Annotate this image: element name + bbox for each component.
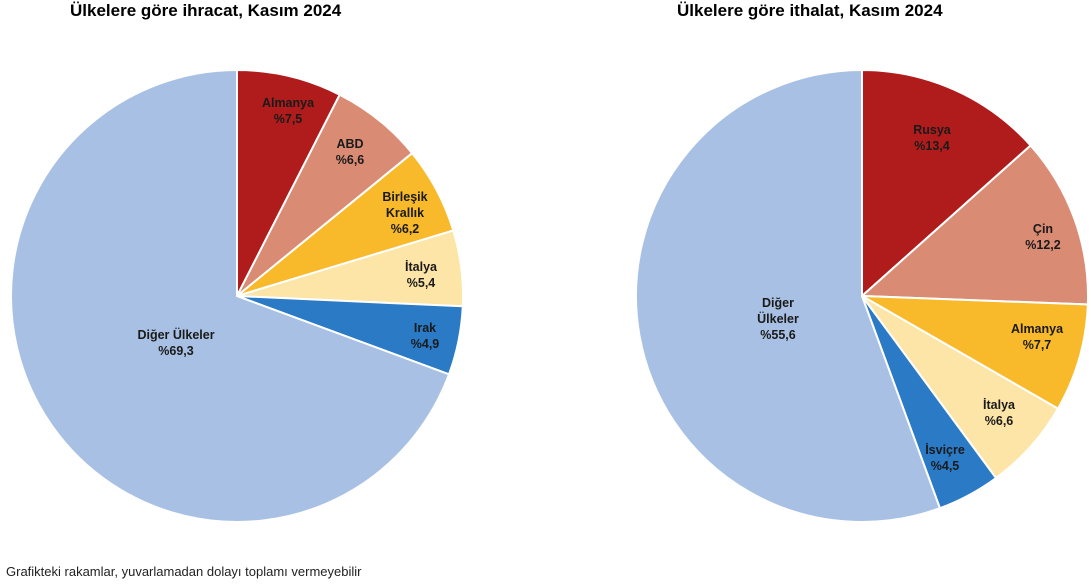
import-slice-name-cin: Çin — [1033, 222, 1053, 236]
export-slice-name-diger-ulkeler: Diğer Ülkeler — [137, 327, 214, 342]
import-slice-value-italya: %6,6 — [985, 414, 1014, 428]
export-slice-value-diger-ulkeler: %69,3 — [158, 344, 193, 358]
import-slice-name-italya: İtalya — [983, 397, 1016, 412]
import-slice-label-isvicre: İsviçre %4,5 — [925, 442, 965, 473]
export-slice-name-almanya: Almanya — [262, 96, 315, 110]
export-chart-title: Ülkelere göre ihracat, Kasım 2024 — [70, 1, 342, 20]
import-slice-label-rusya: Rusya %13,4 — [913, 123, 952, 153]
export-slice-value-birlesik-krallik: %6,2 — [391, 222, 420, 236]
footnote: Grafikteki rakamlar, yuvarlamadan dolayı… — [6, 564, 362, 579]
import-slice-rusya — [861, 68, 1032, 299]
import-slice-label-cin: Çin %12,2 — [1025, 222, 1060, 252]
export-slice-name-birlesik-krallik: Birleşik — [382, 190, 427, 204]
export-slice-name-italya: İtalya — [405, 259, 438, 274]
export-slice-almanya — [236, 68, 342, 297]
import-slice-value-almanya: %7,7 — [1023, 338, 1052, 352]
export-slice-name-irak: Irak — [414, 321, 436, 335]
import-slice-cin — [859, 144, 1089, 306]
import-slice-name-rusya: Rusya — [913, 123, 952, 137]
import-slice-name-diger-ulkeler: Ülkeler — [757, 311, 799, 326]
import-slice-name-diger-ulkeler: Diğer — [762, 296, 794, 310]
export-slice-label-irak: Irak %4,9 — [411, 321, 440, 351]
export-slice-name-abd: ABD — [336, 137, 363, 151]
export-slice-label-diger-ulkeler: Diğer Ülkeler %69,3 — [137, 327, 214, 358]
import-slice-almanya — [861, 295, 1089, 410]
export-slice-value-italya: %5,4 — [407, 276, 436, 290]
import-slice-name-isvicre: İsviçre — [925, 442, 965, 457]
import-slice-name-almanya: Almanya — [1011, 322, 1064, 336]
import-slice-value-rusya: %13,4 — [914, 139, 949, 153]
export-slice-value-abd: %6,6 — [336, 153, 365, 167]
export-slice-label-almanya: Almanya %7,5 — [262, 96, 315, 126]
import-chart-title: Ülkelere göre ithalat, Kasım 2024 — [677, 1, 943, 20]
import-slice-value-isvicre: %4,5 — [931, 459, 960, 473]
export-slice-value-irak: %4,9 — [411, 337, 440, 351]
import-slice-label-italya: İtalya %6,6 — [983, 397, 1016, 428]
export-slice-diger-ulkeler — [10, 68, 451, 523]
import-slice-value-diger-ulkeler: %55,6 — [760, 328, 795, 342]
export-slice-label-abd: ABD %6,6 — [336, 137, 365, 167]
import-slice-label-diger-ulkeler: Diğer Ülkeler %55,6 — [757, 296, 799, 342]
export-slice-name-birlesik-krallik: Krallık — [386, 206, 424, 220]
export-slice-label-italya: İtalya %5,4 — [405, 259, 438, 290]
export-slice-value-almanya: %7,5 — [274, 112, 303, 126]
import-slice-diger-ulkeler — [635, 68, 942, 523]
import-slice-label-almanya: Almanya %7,7 — [1011, 322, 1064, 352]
import-slice-value-cin: %12,2 — [1025, 238, 1060, 252]
export-slice-label-birlesik-krallik: Birleşik Krallık %6,2 — [382, 190, 427, 236]
